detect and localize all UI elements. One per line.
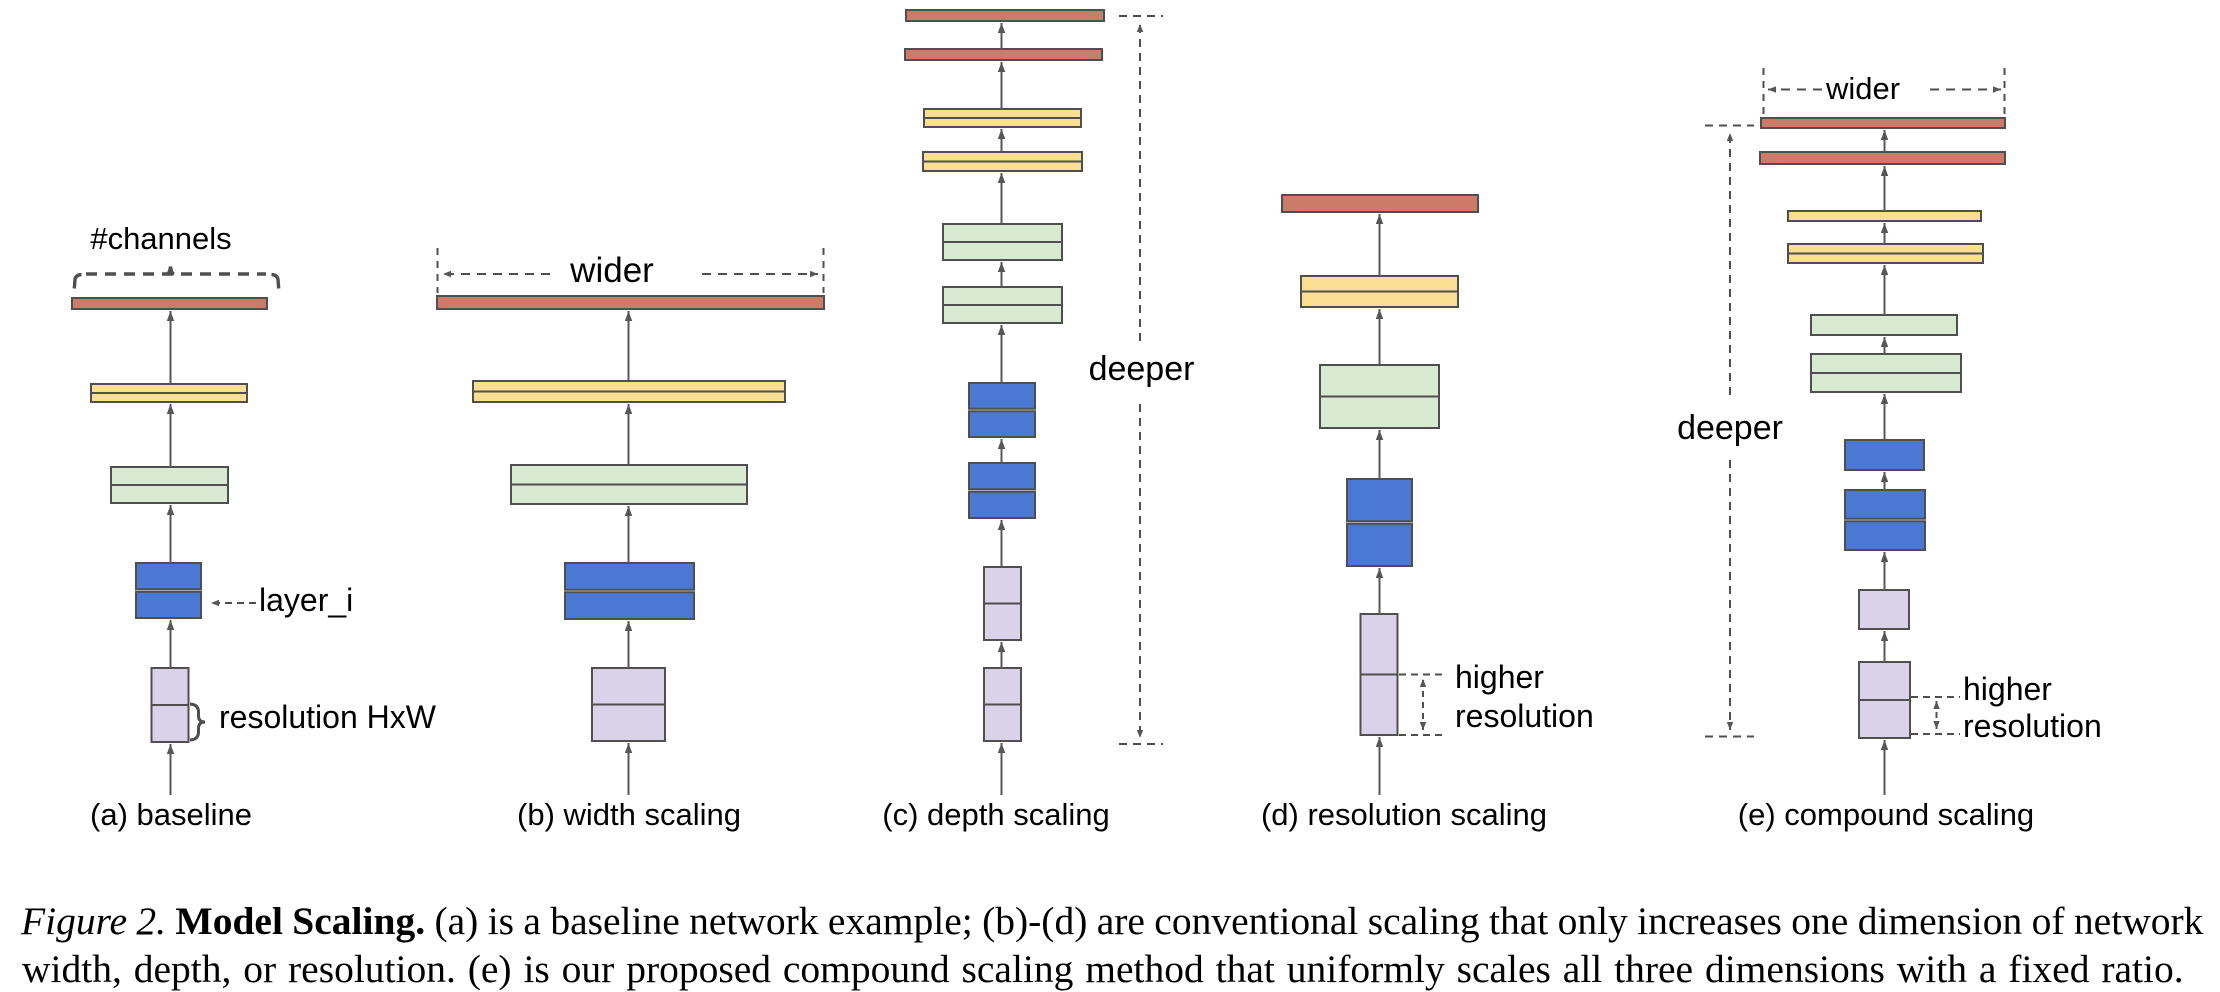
svg-text:resolution HxW: resolution HxW [219, 699, 437, 735]
svg-text:wider: wider [569, 251, 654, 290]
svg-text:higher: higher [1455, 659, 1544, 695]
svg-text:resolution: resolution [1963, 708, 2102, 744]
svg-text:deeper: deeper [1677, 409, 1783, 447]
svg-text:resolution: resolution [1455, 698, 1594, 734]
svg-text:(c) depth scaling: (c) depth scaling [882, 797, 1109, 832]
svg-text:(b) width scaling: (b) width scaling [517, 797, 741, 832]
svg-text:(d) resolution scaling: (d) resolution scaling [1261, 797, 1547, 832]
svg-text:(e) compound scaling: (e) compound scaling [1738, 797, 2034, 832]
svg-text:deeper: deeper [1089, 350, 1195, 388]
svg-text:higher: higher [1963, 671, 2052, 707]
svg-text:(a) baseline: (a) baseline [90, 797, 252, 832]
svg-text:wider: wider [1825, 71, 1900, 106]
svg-text:#channels: #channels [90, 221, 231, 256]
svg-text:layer_i: layer_i [259, 582, 353, 618]
